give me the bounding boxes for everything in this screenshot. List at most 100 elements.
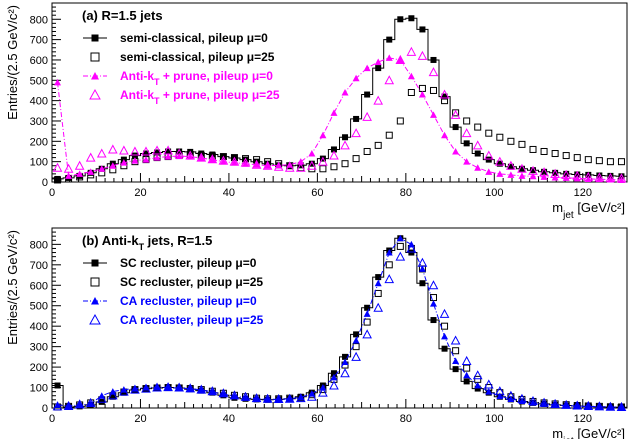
data-point [550, 168, 560, 178]
data-point [474, 164, 482, 171]
data-point [474, 382, 482, 389]
legend-label: SC recluster, pileup μ=25 [120, 275, 263, 289]
data-point [595, 157, 603, 165]
data-point [341, 160, 349, 168]
data-point [131, 152, 138, 159]
y-tick-label: 600 [30, 280, 48, 292]
data-point [518, 165, 525, 172]
data-point [395, 251, 406, 261]
y-tick-label: 100 [30, 157, 48, 169]
data-point [96, 148, 107, 158]
data-point [450, 109, 461, 119]
data-point [229, 156, 240, 166]
legend-marker [89, 313, 101, 325]
data-point [329, 380, 339, 390]
data-point [142, 384, 150, 391]
data-point [563, 170, 570, 177]
data-point [605, 172, 616, 182]
y-tick-label: 200 [30, 136, 48, 148]
data-point [352, 74, 360, 82]
data-point [507, 163, 514, 170]
x-tick-label: 60 [311, 413, 323, 425]
data-point [351, 128, 361, 138]
data-point [529, 145, 537, 153]
data-point [219, 158, 227, 165]
data-point [273, 161, 284, 171]
data-point [163, 382, 173, 392]
legend-label: Anti-kT + prune, pileup μ=25 [120, 88, 280, 106]
data-point [428, 67, 439, 77]
data-point [164, 384, 172, 391]
data-point [585, 171, 592, 178]
data-point [517, 163, 527, 173]
data-point [362, 111, 372, 121]
data-point [463, 158, 471, 165]
data-point [352, 337, 360, 344]
data-point [617, 158, 625, 166]
data-point [419, 280, 426, 287]
data-point [340, 140, 350, 150]
y-tick-label: 800 [30, 14, 48, 26]
data-point [463, 378, 470, 385]
data-point [318, 156, 328, 166]
data-point [54, 78, 62, 86]
data-point [518, 140, 526, 148]
data-point [363, 310, 371, 317]
data-point [496, 133, 504, 141]
data-point [297, 162, 304, 169]
data-point [439, 89, 450, 99]
data-point [584, 156, 592, 164]
series-3 [52, 243, 627, 411]
data-point [483, 379, 494, 389]
data-point [374, 141, 382, 149]
data-point [429, 111, 437, 118]
data-point [595, 403, 603, 410]
data-point [385, 54, 393, 61]
data-point [307, 391, 317, 401]
legend-label: semi-classical, pileup μ=0 [120, 31, 268, 45]
data-point [251, 393, 262, 403]
data-point [141, 146, 151, 156]
data-point [362, 329, 372, 339]
data-point [594, 172, 605, 182]
data-point [208, 156, 216, 163]
y-tick-label: 400 [30, 321, 48, 333]
data-point [196, 384, 207, 394]
data-point [573, 402, 581, 409]
data-point [574, 171, 581, 178]
data-point [452, 347, 460, 355]
data-point [52, 162, 63, 172]
series-line [57, 237, 622, 408]
y-tick-label: 0 [42, 177, 48, 189]
data-point [385, 249, 393, 256]
data-point [430, 56, 437, 63]
data-point [98, 165, 106, 172]
legend-marker [91, 259, 99, 267]
data-point [461, 128, 472, 138]
data-point [495, 386, 505, 396]
data-point [562, 152, 570, 160]
data-point [54, 382, 61, 389]
data-point [330, 373, 338, 381]
legend-label: semi-classical, pileup μ=25 [120, 50, 275, 64]
data-point [419, 26, 426, 33]
data-point [142, 156, 150, 163]
data-point [418, 265, 426, 272]
data-point [506, 390, 516, 400]
data-point [396, 56, 404, 63]
x-tick-label: 120 [574, 413, 592, 425]
data-point [131, 157, 139, 164]
legend-label: Anti-kT + prune, pileup μ=0 [120, 69, 273, 87]
data-point [418, 84, 426, 92]
data-point [452, 357, 460, 364]
data-point [384, 75, 395, 85]
data-point [441, 345, 448, 352]
data-point [319, 131, 327, 139]
data-point [52, 401, 63, 411]
data-point [374, 279, 382, 287]
data-point [441, 322, 449, 330]
series-line [52, 237, 627, 408]
data-point [174, 382, 184, 392]
data-point [353, 331, 360, 338]
